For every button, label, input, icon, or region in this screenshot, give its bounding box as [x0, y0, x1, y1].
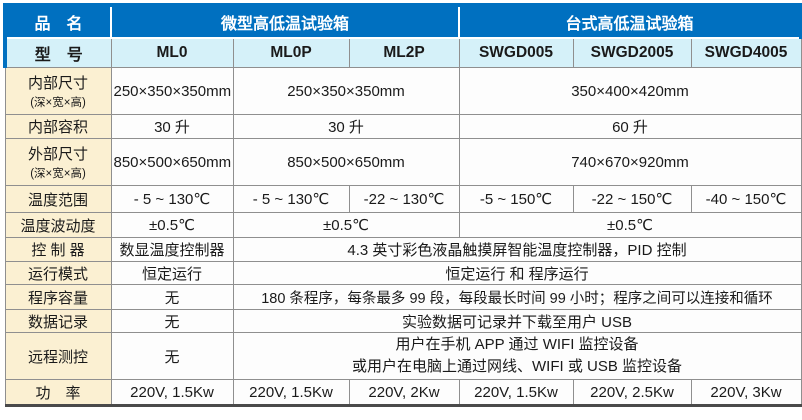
- model-ml2p: ML2P: [348, 37, 460, 68]
- cell-outer-size-swgd: 740×670×920mm: [458, 138, 802, 186]
- outer-size-row: 外部尺寸 (深×宽×高) 850×500×650mm 850×500×650mm…: [4, 138, 802, 186]
- program-capacity-row: 程序容量 无 180 条程序，每条最多 99 段，每段最长时间 99 小时；程序…: [4, 284, 802, 310]
- row-label-temp-fluctuation: 温度波动度: [4, 212, 112, 238]
- cell-program-ml0: 无: [110, 284, 234, 310]
- temp-fluctuation-row: 温度波动度 ±0.5℃ ±0.5℃ ±0.5℃: [4, 212, 802, 238]
- row-label-program-capacity: 程序容量: [4, 284, 112, 310]
- row-label-data-logging: 数据记录: [4, 309, 112, 333]
- row-label-controller: 控 制 器: [4, 237, 112, 262]
- cell-power-ml2p: 220V, 2Kw: [348, 379, 460, 407]
- cell-power-swgd4005: 220V, 3Kw: [690, 379, 802, 407]
- row-label-outer-size: 外部尺寸 (深×宽×高): [4, 138, 112, 186]
- product-name-header: 品 名: [3, 3, 112, 39]
- cell-inner-size-swgd: 350×400×420mm: [458, 67, 802, 115]
- cell-controller-ml0: 数显温度控制器: [110, 237, 234, 262]
- power-row: 功 率 220V, 1.5Kw 220V, 1.5Kw 220V, 2Kw 22…: [4, 379, 802, 407]
- cell-power-swgd005: 220V, 1.5Kw: [458, 379, 574, 407]
- controller-row: 控 制 器 数显温度控制器 4.3 英寸彩色液晶触摸屏智能温度控制器，PID 控…: [4, 237, 802, 262]
- spec-table: 品 名 微型高低温试验箱 台式高低温试验箱 型 号 ML0 ML0P ML2P …: [3, 3, 802, 407]
- row-label-remote-monitoring: 远程测控: [4, 332, 112, 380]
- cell-temp-fluct-ml0p-ml2p: ±0.5℃: [232, 212, 460, 238]
- model-header: 型 号: [3, 37, 112, 68]
- remote-line-2: 或用户在电脑上通过网线、WIFI 或 USB 监控设备: [352, 358, 683, 375]
- cell-temp-range-ml2p: -22 ~ 130℃: [348, 185, 460, 213]
- cell-temp-fluct-ml0: ±0.5℃: [110, 212, 234, 238]
- remote-line-1: 用户在手机 APP 通过 WIFI 监控设备: [395, 336, 639, 353]
- product-name-row: 品 名 微型高低温试验箱 台式高低温试验箱: [3, 3, 802, 39]
- model-swgd005: SWGD005: [458, 37, 574, 68]
- cell-remote-rest: 用户在手机 APP 通过 WIFI 监控设备 或用户在电脑上通过网线、WIFI …: [232, 332, 802, 380]
- run-mode-row: 运行模式 恒定运行 恒定运行 和 程序运行: [4, 261, 802, 285]
- model-swgd4005: SWGD4005: [690, 37, 802, 68]
- row-label-inner-volume: 内部容积: [4, 114, 112, 139]
- group-header-desktop-chamber: 台式高低温试验箱: [457, 3, 802, 39]
- cell-data-log-rest: 实验数据可记录并下载至用户 USB: [232, 309, 802, 333]
- cell-temp-range-swgd005: -5 ~ 150℃: [458, 185, 574, 213]
- cell-inner-volume-ml0: 30 升: [110, 114, 234, 139]
- group-header-micro-chamber: 微型高低温试验箱: [110, 3, 460, 39]
- outer-size-label: 外部尺寸: [27, 146, 88, 163]
- cell-power-ml0: 220V, 1.5Kw: [110, 379, 234, 407]
- row-label-temp-range: 温度范围: [4, 185, 112, 213]
- cell-power-ml0p: 220V, 1.5Kw: [232, 379, 350, 407]
- cell-outer-size-ml0p-ml2p: 850×500×650mm: [232, 138, 460, 186]
- row-label-inner-size: 内部尺寸 (深×宽×高): [4, 67, 112, 115]
- inner-size-row: 内部尺寸 (深×宽×高) 250×350×350mm 250×350×350mm…: [4, 67, 802, 115]
- model-ml0p: ML0P: [232, 37, 350, 68]
- cell-data-log-ml0: 无: [110, 309, 234, 333]
- remote-monitoring-row: 远程测控 无 用户在手机 APP 通过 WIFI 监控设备 或用户在电脑上通过网…: [4, 332, 802, 380]
- cell-remote-ml0: 无: [110, 332, 234, 380]
- inner-volume-row: 内部容积 30 升 30 升 60 升: [4, 114, 802, 139]
- cell-inner-volume-swgd: 60 升: [458, 114, 802, 139]
- row-label-run-mode: 运行模式: [4, 261, 112, 285]
- model-swgd2005: SWGD2005: [572, 37, 692, 68]
- cell-inner-volume-ml0p-ml2p: 30 升: [232, 114, 460, 139]
- model-ml0: ML0: [110, 37, 234, 68]
- cell-temp-fluct-swgd: ±0.5℃: [458, 212, 802, 238]
- inner-size-label: 内部尺寸: [27, 75, 88, 92]
- row-label-power: 功 率: [4, 379, 112, 407]
- cell-inner-size-ml0: 250×350×350mm: [110, 67, 234, 115]
- cell-controller-rest: 4.3 英寸彩色液晶触摸屏智能温度控制器，PID 控制: [232, 237, 802, 262]
- cell-temp-range-ml0p: - 5 ~ 130℃: [232, 185, 350, 213]
- cell-run-mode-rest: 恒定运行 和 程序运行: [232, 261, 802, 285]
- cell-temp-range-ml0: - 5 ~ 130℃: [110, 185, 234, 213]
- inner-size-sublabel: (深×宽×高): [30, 97, 86, 109]
- cell-run-mode-ml0: 恒定运行: [110, 261, 234, 285]
- model-row: 型 号 ML0 ML0P ML2P SWGD005 SWGD2005 SWGD4…: [3, 37, 802, 68]
- data-logging-row: 数据记录 无 实验数据可记录并下载至用户 USB: [4, 309, 802, 333]
- temp-range-row: 温度范围 - 5 ~ 130℃ - 5 ~ 130℃ -22 ~ 130℃ -5…: [4, 185, 802, 213]
- outer-size-sublabel: (深×宽×高): [30, 168, 86, 180]
- cell-temp-range-swgd2005: -22 ~ 150℃: [572, 185, 692, 213]
- cell-inner-size-ml0p-ml2p: 250×350×350mm: [232, 67, 460, 115]
- cell-power-swgd2005: 220V, 2.5Kw: [572, 379, 692, 407]
- cell-temp-range-swgd4005: -40 ~ 150℃: [690, 185, 802, 213]
- cell-outer-size-ml0: 850×500×650mm: [110, 138, 234, 186]
- cell-program-rest: 180 条程序，每条最多 99 段，每段最长时间 99 小时；程序之间可以连接和…: [232, 284, 802, 310]
